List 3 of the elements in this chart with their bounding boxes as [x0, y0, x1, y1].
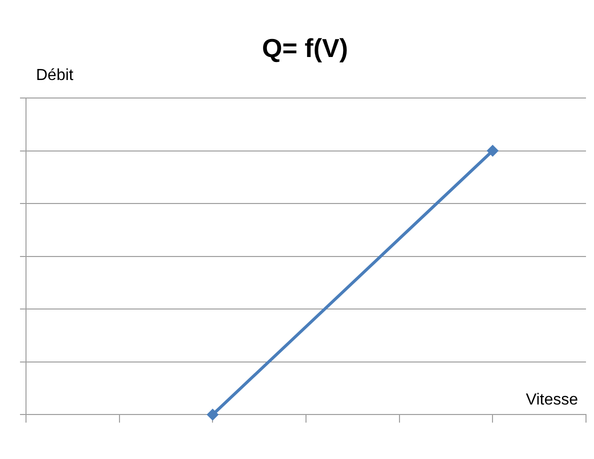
chart-title: Q= f(V) — [262, 33, 348, 63]
y-axis-title: Débit — [36, 67, 74, 84]
x-axis-title: Vitesse — [526, 392, 578, 409]
